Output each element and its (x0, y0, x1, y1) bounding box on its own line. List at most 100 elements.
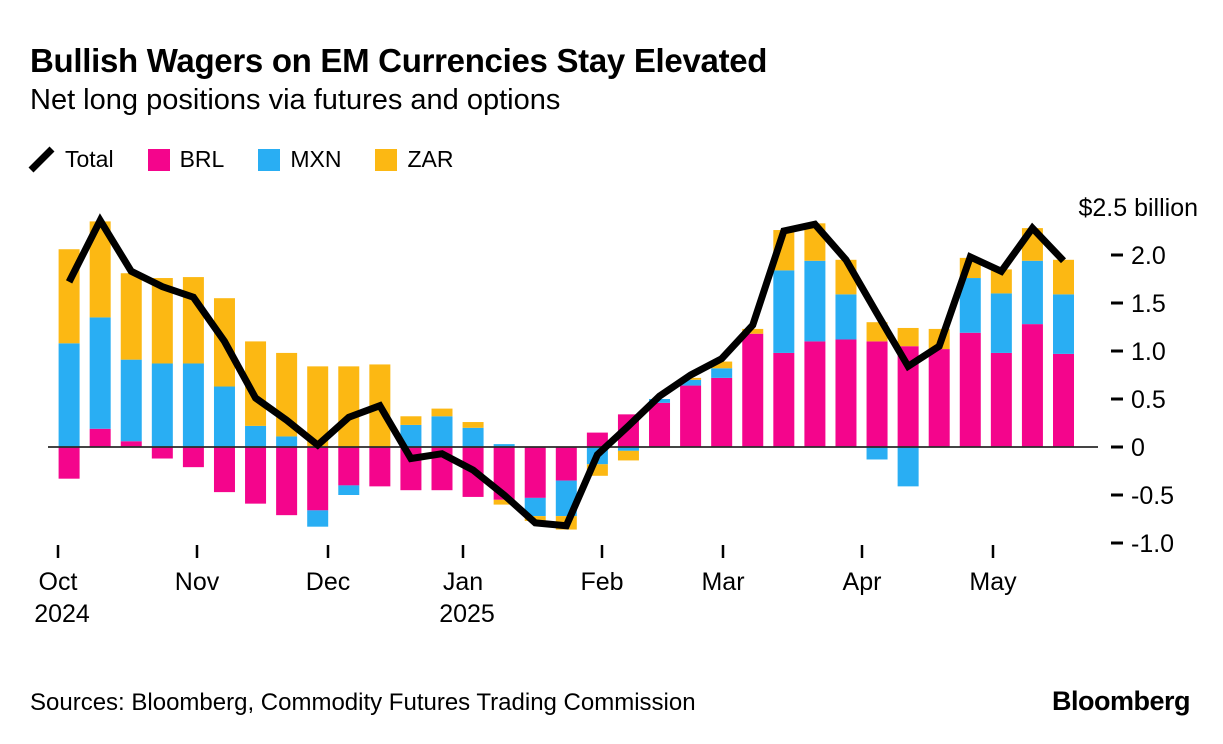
x-tick-label-may: May (969, 568, 1017, 596)
bar-segment-mxn-week13 (431, 416, 453, 447)
bar-segment-brl-week3 (120, 441, 142, 447)
bar-segment-brl-week9 (307, 447, 329, 511)
bar-segment-brl-week26 (835, 339, 857, 447)
bar-segment-brl-week2 (89, 428, 111, 447)
bar-segment-zar-week14 (462, 422, 484, 428)
y-tick-label-1.5: 1.5 (1131, 290, 1166, 318)
bar-segment-zar-week5 (182, 277, 204, 364)
y-tick-label-0.5: 0.5 (1131, 386, 1166, 414)
x-year-label-2025: 2025 (439, 600, 495, 628)
chart-title: Bullish Wagers on EM Currencies Stay Ele… (30, 42, 768, 79)
bar-segment-brl-week33 (1053, 353, 1074, 447)
bar-segment-zar-week31 (990, 269, 1012, 294)
bar-segment-mxn-week32 (1021, 260, 1043, 325)
bar-segment-brl-week28 (897, 346, 919, 447)
bar-segment-brl-week10 (338, 447, 360, 486)
bar-segment-brl-week21 (680, 385, 702, 447)
bar-segment-zar-week13 (431, 408, 453, 417)
y-axis-unit-label: $2.5 billion (1078, 194, 1198, 222)
x-tick-label-nov: Nov (175, 568, 220, 596)
bar-segment-mxn-week8 (276, 436, 298, 447)
bar-segment-mxn-week7 (245, 425, 267, 447)
bar-segment-brl-week31 (990, 352, 1012, 447)
bar-segment-brl-week17 (555, 447, 577, 481)
bar-segment-zar-week19 (617, 450, 639, 461)
bar-segment-mxn-week5 (182, 363, 204, 447)
bar-segment-mxn-week14 (462, 427, 484, 447)
bar-segment-zar-week2 (89, 221, 111, 318)
footer-sources: Sources: Bloomberg, Commodity Futures Tr… (30, 689, 696, 716)
bar-segment-mxn-week19 (617, 447, 639, 451)
bar-segment-mxn-week1 (58, 343, 80, 447)
total-line (65, 213, 1067, 530)
bar-segment-mxn-week21 (680, 379, 702, 386)
bar-segment-mxn-week30 (959, 278, 981, 333)
legend-item-mxn: MXN (258, 146, 341, 173)
bar-segment-zar-week9 (307, 366, 329, 447)
bar-segment-mxn-week28 (897, 447, 919, 487)
zar-swatch-icon (375, 148, 398, 171)
total-line-icon (28, 146, 55, 173)
x-tick-label-mar: Mar (701, 568, 744, 596)
legend-item-total: Total (28, 146, 114, 173)
bar-segment-zar-week10 (338, 366, 360, 447)
legend-label-brl: BRL (179, 146, 225, 172)
bar-segment-zar-week33 (1053, 259, 1074, 295)
bar-segment-mxn-week33 (1053, 294, 1074, 354)
bar-segment-mxn-week26 (835, 294, 857, 340)
bar-segment-brl-week16 (524, 447, 546, 498)
bar-segment-mxn-week10 (338, 485, 360, 495)
legend-item-brl: BRL (147, 146, 225, 173)
bar-segment-brl-week30 (959, 332, 981, 447)
x-tick-label-apr: Apr (843, 568, 882, 596)
bar-segment-brl-week20 (649, 402, 671, 447)
bar-segment-mxn-week16 (524, 497, 546, 517)
bar-segment-brl-week5 (182, 447, 204, 468)
bar-segment-mxn-week27 (866, 447, 888, 460)
bar-segment-brl-week1 (58, 447, 80, 479)
mxn-swatch-icon (258, 148, 281, 171)
bar-segment-brl-week22 (711, 377, 733, 447)
bar-segment-zar-week3 (120, 273, 142, 360)
bar-segment-brl-week27 (866, 341, 888, 447)
bar-segment-mxn-week6 (213, 386, 235, 447)
x-tick-label-feb: Feb (580, 568, 623, 596)
legend-label-total: Total (65, 146, 114, 172)
bar-segment-brl-week4 (151, 447, 173, 459)
x-tick-label-jan: Jan (443, 568, 483, 596)
y-tick-label-1.0: 1.0 (1131, 338, 1166, 366)
bar-segment-mxn-week15 (493, 444, 515, 447)
bar-segment-zar-week4 (151, 278, 173, 364)
bar-segment-mxn-week12 (400, 424, 422, 447)
bloomberg-logo: Bloomberg (1051, 686, 1191, 716)
bar-segment-mxn-week4 (151, 363, 173, 447)
x-tick-label-oct: Oct (39, 568, 78, 596)
bar-segment-brl-week32 (1021, 324, 1043, 447)
y-tick-label--1.0: -1.0 (1131, 530, 1174, 558)
bar-segment-brl-week24 (773, 352, 795, 447)
bar-segment-mxn-week25 (804, 260, 826, 342)
brl-swatch-icon (147, 148, 170, 171)
legend-item-zar: ZAR (375, 146, 453, 173)
bar-segment-mxn-week9 (307, 510, 329, 527)
bar-segment-mxn-week2 (89, 317, 111, 429)
bar-segment-brl-week18 (586, 432, 608, 447)
bar-segment-brl-week7 (245, 447, 267, 504)
bar-segment-brl-week29 (928, 349, 950, 447)
bar-segment-zar-week15 (493, 499, 515, 505)
chart-subtitle: Net long positions via futures and optio… (30, 84, 561, 116)
bar-segment-zar-week28 (897, 327, 919, 347)
bar-segment-brl-week25 (804, 341, 826, 447)
bar-segment-brl-week6 (213, 447, 235, 493)
y-tick-label-2.0: 2.0 (1131, 242, 1166, 270)
bar-segment-mxn-week31 (990, 293, 1012, 353)
bar-segment-brl-week11 (369, 447, 391, 487)
y-tick-label-0: 0 (1131, 434, 1145, 462)
bar-segment-zar-week23 (742, 328, 764, 334)
bar-segment-zar-week22 (711, 361, 733, 369)
bar-segment-mxn-week22 (711, 368, 733, 378)
legend-label-mxn: MXN (290, 146, 342, 172)
legend: Total BRL MXN ZAR (28, 146, 453, 173)
